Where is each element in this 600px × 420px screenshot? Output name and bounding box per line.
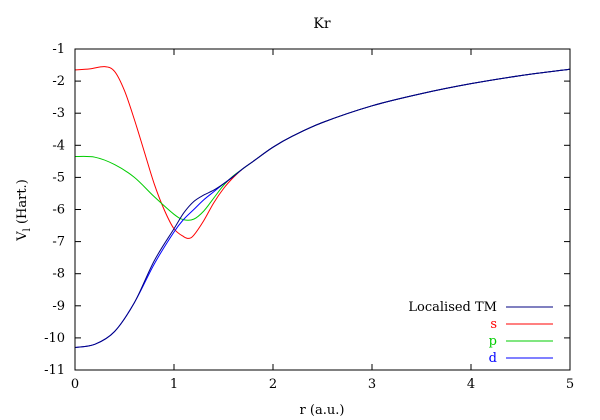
series-layer <box>75 66 570 349</box>
x-tick-label: 1 <box>170 377 178 392</box>
x-tick-label: 2 <box>269 377 277 392</box>
x-tick-label: 5 <box>566 377 574 392</box>
series-line-localised-tm <box>75 68 570 349</box>
y-tick-label: -9 <box>52 299 65 314</box>
legend-label-p: p <box>489 334 497 349</box>
y-tick-label: -2 <box>52 74 65 89</box>
y-tick-label: -11 <box>44 363 65 378</box>
chart-title: Kr <box>313 16 330 32</box>
x-tick-label: 0 <box>71 377 79 392</box>
y-tick-label: -1 <box>52 42 65 57</box>
legend-label-d: d <box>489 351 497 366</box>
y-tick-label: -7 <box>52 235 65 250</box>
x-tick-label: 3 <box>368 377 376 392</box>
y-axis-subscript: l <box>22 228 33 231</box>
legend-label-localised-tm: Localised TM <box>408 300 497 315</box>
series-line-s <box>75 66 570 239</box>
y-tick-label: -4 <box>52 138 65 153</box>
series-line-p <box>75 68 570 221</box>
y-axis-units: (Hart.) <box>15 179 30 228</box>
x-tick-label: 4 <box>467 377 475 392</box>
x-axis-title: r (a.u.) <box>300 403 345 418</box>
y-axis-symbol: V <box>15 231 30 242</box>
y-tick-label: -3 <box>52 106 65 121</box>
ticks-layer: 0 1 2 3 4 5 -11 -10 -9 -8 -7 -6 -5 -4 -3 -2 -1 <box>44 42 574 392</box>
y-tick-label: -6 <box>52 203 65 218</box>
legend-label-s: s <box>490 317 497 332</box>
y-axis-title: Vl (Hart.) <box>15 179 33 242</box>
y-tick-label: -5 <box>52 170 65 185</box>
legend: Localised TM spd <box>408 300 553 366</box>
y-tick-label: -10 <box>44 331 65 346</box>
y-tick-label: -8 <box>52 267 65 282</box>
